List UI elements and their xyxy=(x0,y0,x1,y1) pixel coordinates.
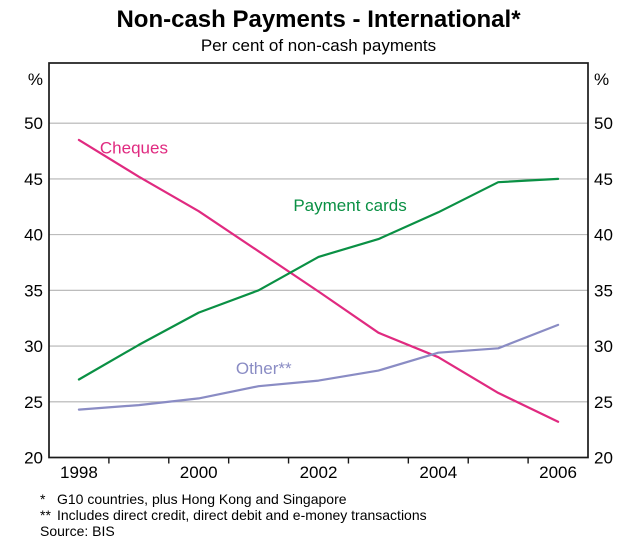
footnote-2-text: Includes direct credit, direct debit and… xyxy=(57,507,427,523)
footnote-1: * G10 countries, plus Hong Kong and Singa… xyxy=(40,491,600,507)
y-axis-label-left-50: 50 xyxy=(24,114,43,133)
footnotes: * G10 countries, plus Hong Kong and Singa… xyxy=(40,491,600,539)
x-axis-label-2002: 2002 xyxy=(300,463,338,482)
footnote-2-marker: ** xyxy=(40,507,51,523)
x-axis-label-2000: 2000 xyxy=(180,463,218,482)
footnote-1-marker: * xyxy=(40,491,46,507)
x-axis-label-2006: 2006 xyxy=(539,463,577,482)
series-line-cheques xyxy=(77,138,560,423)
chart-title: Non-cash Payments - International* xyxy=(116,6,521,33)
line-chart: 20 20 25 25 30 30 35 35 40 40 45 45 50 50% % 1998 2000 20… xyxy=(24,62,613,482)
percent-label-left: % xyxy=(28,70,43,89)
y-axis-label-left-25: 25 xyxy=(24,393,43,412)
y-axis-label-right-20: 20 xyxy=(594,449,613,468)
percent-label-right: % xyxy=(594,70,609,89)
series-label-payment-cards: Payment cards xyxy=(293,196,406,215)
y-axis-label-right-45: 45 xyxy=(594,170,613,189)
series-line-other xyxy=(77,323,560,411)
y-axis-label-left-30: 30 xyxy=(24,337,43,356)
y-axis-label-right-30: 30 xyxy=(594,337,613,356)
y-axis-label-right-35: 35 xyxy=(594,281,613,300)
x-axis-label-2004: 2004 xyxy=(419,463,457,482)
y-axis-label-left-40: 40 xyxy=(24,226,43,245)
footnote-1-text: G10 countries, plus Hong Kong and Singap… xyxy=(57,491,347,507)
plot-border xyxy=(48,62,589,459)
x-axis-label-1998: 1998 xyxy=(60,463,98,482)
y-axis-label-right-25: 25 xyxy=(594,393,613,412)
y-axis-label-left-20: 20 xyxy=(24,449,43,468)
series-label-other: Other** xyxy=(236,359,292,378)
footnote-2: ** Includes direct credit, direct debit a… xyxy=(40,507,600,523)
series-line-payment-cards xyxy=(77,177,560,381)
y-axis-label-right-50: 50 xyxy=(594,114,613,133)
chart-subtitle: Per cent of non-cash payments xyxy=(200,36,437,55)
source-note: Source: BIS xyxy=(40,523,115,539)
y-axis-label-right-40: 40 xyxy=(594,226,613,245)
y-axis-label-left-35: 35 xyxy=(24,281,43,300)
y-axis-label-left-45: 45 xyxy=(24,170,43,189)
series-label-cheques: Cheques xyxy=(100,138,168,157)
